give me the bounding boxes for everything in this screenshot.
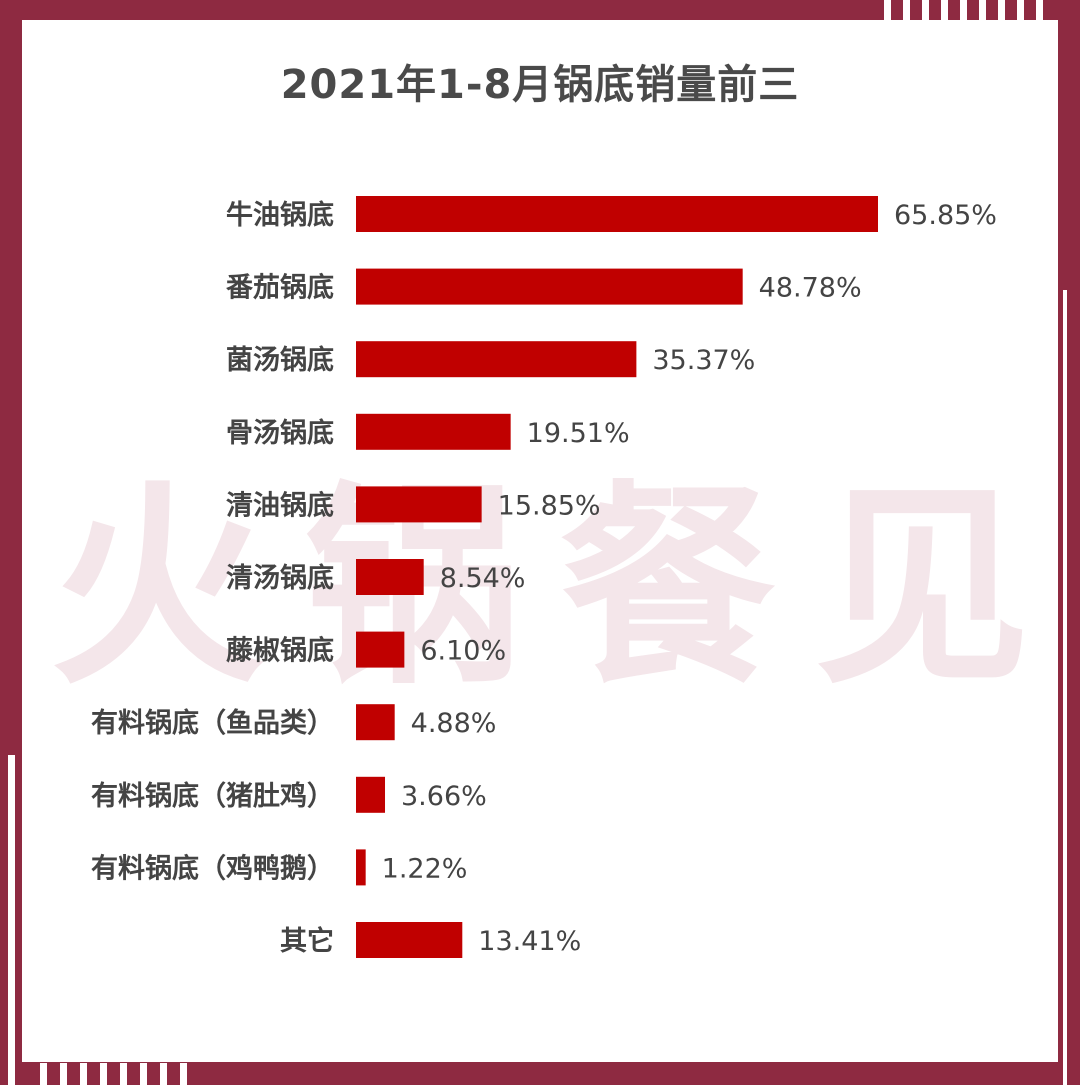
category-label: 清油锅底 bbox=[226, 489, 334, 521]
category-label: 其它 bbox=[280, 925, 334, 957]
bar bbox=[356, 631, 405, 668]
category-label: 藤椒锅底 bbox=[226, 635, 334, 667]
category-label: 骨汤锅底 bbox=[226, 417, 334, 449]
chart-card bbox=[22, 20, 1058, 1062]
category-label: 有料锅底（鱼品类） bbox=[91, 707, 334, 739]
bar bbox=[356, 849, 366, 886]
value-label: 65.85% bbox=[894, 200, 997, 231]
value-label: 4.88% bbox=[411, 708, 497, 739]
category-label: 菌汤锅底 bbox=[226, 344, 334, 376]
category-label: 清汤锅底 bbox=[226, 562, 334, 594]
value-label: 13.41% bbox=[478, 926, 581, 957]
bar bbox=[356, 922, 463, 958]
value-label: 15.85% bbox=[498, 490, 601, 521]
category-label: 有料锅底（猪肚鸡） bbox=[91, 780, 334, 812]
bar bbox=[356, 559, 424, 595]
category-label: 牛油锅底 bbox=[226, 199, 334, 231]
value-label: 19.51% bbox=[527, 418, 630, 449]
value-label: 48.78% bbox=[759, 273, 862, 304]
bar bbox=[356, 704, 395, 741]
value-label: 1.22% bbox=[382, 853, 468, 884]
value-label: 6.10% bbox=[420, 636, 506, 667]
category-label: 有料锅底（鸡鸭鹅） bbox=[91, 852, 334, 884]
bar bbox=[356, 486, 482, 523]
category-label: 番茄锅底 bbox=[226, 272, 334, 304]
value-label: 8.54% bbox=[440, 563, 526, 594]
bar bbox=[356, 341, 637, 378]
value-label: 3.66% bbox=[401, 781, 487, 812]
bar bbox=[356, 776, 386, 813]
bar bbox=[356, 413, 511, 450]
value-label: 35.37% bbox=[652, 345, 755, 376]
chart-title: 2021年1-8月锅底销量前三 bbox=[280, 62, 800, 108]
bar bbox=[356, 196, 878, 232]
watermark-text: 火锅餐见 bbox=[50, 462, 1070, 713]
bar bbox=[356, 268, 743, 305]
